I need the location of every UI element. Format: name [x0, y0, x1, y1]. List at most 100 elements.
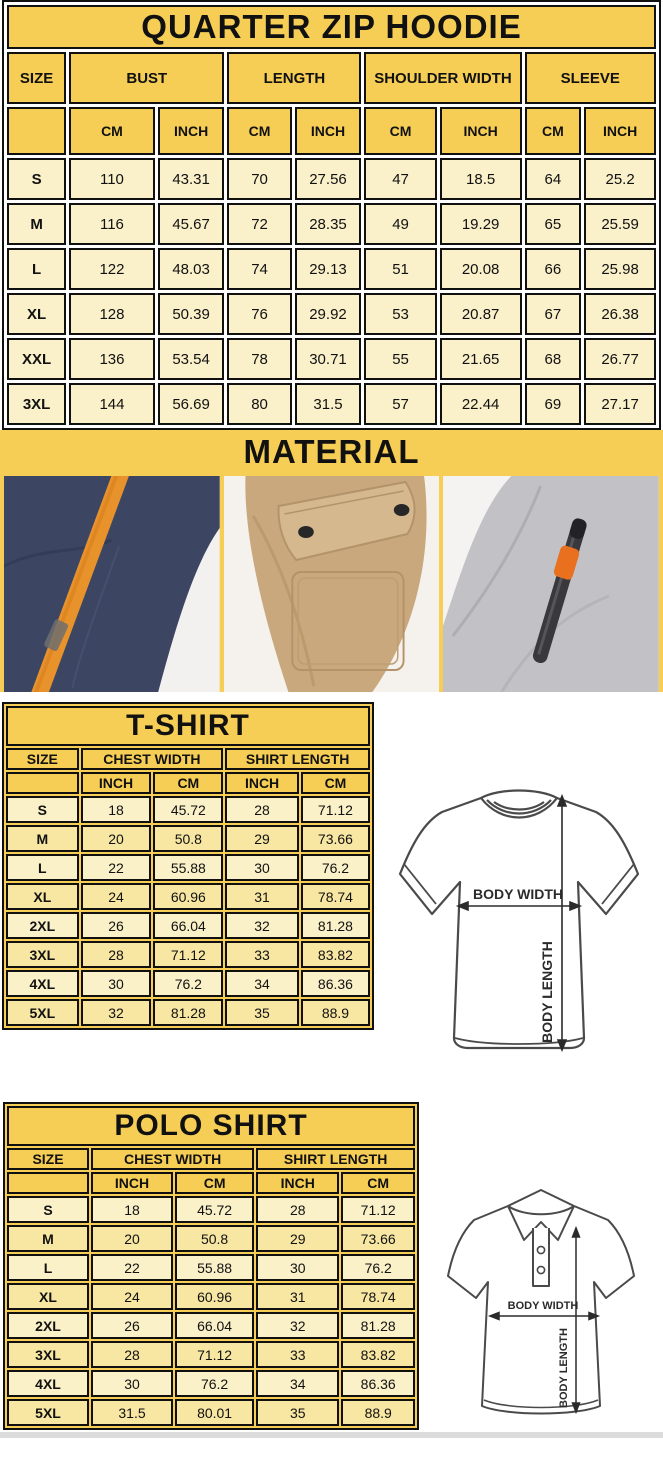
value-cell: 24	[91, 1283, 173, 1310]
collar-seam	[492, 801, 545, 811]
table-title-row: T-SHIRT	[6, 706, 370, 746]
column-group-row: SIZE CHEST WIDTH SHIRT LENGTH	[6, 748, 370, 770]
table-row: XL 24 60.96 31 78.74	[6, 883, 370, 910]
value-cell: 18	[91, 1196, 173, 1223]
value-cell: 22.44	[439, 383, 522, 425]
size-cell: 5XL	[6, 999, 79, 1026]
unit-inch: INCH	[91, 1172, 173, 1194]
value-cell: 24	[80, 883, 152, 910]
unit-inch: INCH	[256, 1172, 340, 1194]
value-cell: 31.5	[91, 1399, 173, 1426]
polo-button	[536, 1265, 546, 1275]
value-cell: 22	[91, 1254, 173, 1281]
table-row: XXL 136 53.54 78 30.71 55 21.65 68 26.77	[7, 338, 656, 380]
tshirt-title: T-SHIRT	[6, 706, 370, 746]
value-cell: 68	[524, 338, 582, 380]
zipper-stop	[570, 518, 587, 539]
hem-seam	[483, 1399, 599, 1409]
value-cell: 30	[225, 854, 299, 881]
unit-cm: CM	[227, 107, 292, 155]
hem-seam	[454, 1037, 583, 1045]
value-cell: 32	[225, 912, 299, 939]
value-cell: 78.74	[300, 883, 370, 910]
fabric-fold-line	[451, 485, 543, 637]
table-row: L 22 55.88 30 76.2	[7, 1254, 415, 1281]
value-cell: 26	[80, 912, 152, 939]
size-cell: 3XL	[7, 1341, 89, 1368]
value-cell: 66.04	[175, 1312, 255, 1339]
table-row: 3XL 28 71.12 33 83.82	[7, 1341, 415, 1368]
value-cell: 78	[227, 338, 292, 380]
body-width-arrow	[455, 900, 582, 912]
col-header-chest-width: CHEST WIDTH	[91, 1148, 255, 1170]
value-cell: 65	[524, 203, 582, 245]
table-row: 3XL 28 71.12 33 83.82	[6, 941, 370, 968]
column-group-row: SIZE BUST LENGTH SHOULDER WIDTH SLEEVE	[7, 52, 656, 104]
table-row: 5XL 31.5 80.01 35 88.9	[7, 1399, 415, 1426]
value-cell: 20.87	[439, 293, 522, 335]
col-header-size: SIZE	[7, 52, 67, 104]
value-cell: 86.36	[341, 1370, 415, 1397]
col-header-shirt-length: SHIRT LENGTH	[225, 748, 370, 770]
value-cell: 35	[225, 999, 299, 1026]
polo-table-box: POLO SHIRT SIZE CHEST WIDTH SHIRT LENGTH…	[0, 1102, 419, 1430]
table-row: L 122 48.03 74 29.13 51 20.08 66 25.98	[7, 248, 656, 290]
value-cell: 45.72	[153, 796, 224, 823]
value-cell: 50.8	[175, 1225, 255, 1252]
size-cell: M	[7, 1225, 89, 1252]
fabric-fold-line	[71, 545, 121, 689]
gray-fabric-photo	[443, 476, 660, 692]
khaki-fabric-photo	[223, 476, 440, 692]
table-row: L 22 55.88 30 76.2	[6, 854, 370, 881]
value-cell: 35	[256, 1399, 340, 1426]
unit-inch: INCH	[225, 772, 299, 794]
value-cell: 29.92	[294, 293, 362, 335]
value-cell: 70	[227, 158, 292, 200]
size-cell: 2XL	[7, 1312, 89, 1339]
value-cell: 45.67	[157, 203, 225, 245]
polo-measurement-diagram: BODY WIDTH BODY LENGTH	[447, 1189, 635, 1415]
value-cell: 28	[256, 1196, 340, 1223]
col-header-sleeve: SLEEVE	[524, 52, 656, 104]
value-cell: 66	[524, 248, 582, 290]
bottom-edge-strip	[0, 1432, 663, 1438]
value-cell: 29	[225, 825, 299, 852]
value-cell: 25.2	[584, 158, 656, 200]
table-row: 5XL 32 81.28 35 88.9	[6, 999, 370, 1026]
size-cell: S	[7, 1196, 89, 1223]
navy-fabric-photo	[4, 476, 220, 692]
unit-cm: CM	[175, 1172, 255, 1194]
value-cell: 18.5	[439, 158, 522, 200]
hoodie-size-chart-table: QUARTER ZIP HOODIE SIZE BUST LENGTH SHOU…	[2, 0, 661, 430]
size-cell: XL	[7, 1283, 89, 1310]
value-cell: 28	[80, 941, 152, 968]
value-cell: 21.65	[439, 338, 522, 380]
value-cell: 30	[256, 1254, 340, 1281]
unit-inch: INCH	[584, 107, 656, 155]
table-row: M 116 45.67 72 28.35 49 19.29 65 25.59	[7, 203, 656, 245]
value-cell: 83.82	[300, 941, 370, 968]
unit-header-row: INCH CM INCH CM	[7, 1172, 415, 1194]
value-cell: 81.28	[153, 999, 224, 1026]
body-length-label: BODY LENGTH	[539, 941, 555, 1043]
value-cell: 76.2	[175, 1370, 255, 1397]
flap-stitch-line	[284, 490, 404, 515]
value-cell: 60.96	[175, 1283, 255, 1310]
pocket-stitch-line	[297, 577, 399, 665]
value-cell: 18	[80, 796, 152, 823]
table-row: S 18 45.72 28 71.12	[7, 1196, 415, 1223]
value-cell: 136	[69, 338, 155, 380]
size-cell: L	[7, 1254, 89, 1281]
value-cell: 88.9	[341, 1399, 415, 1426]
value-cell: 73.66	[300, 825, 370, 852]
table-row: 2XL 26 66.04 32 81.28	[6, 912, 370, 939]
value-cell: 28.35	[294, 203, 362, 245]
collar-band	[507, 1205, 575, 1216]
column-group-row: SIZE CHEST WIDTH SHIRT LENGTH	[7, 1148, 415, 1170]
collar-inner-rib	[485, 799, 552, 815]
value-cell: 144	[69, 383, 155, 425]
hoodie-title: QUARTER ZIP HOODIE	[7, 5, 656, 49]
button-placket	[532, 1228, 550, 1287]
material-photo-gray	[443, 476, 660, 692]
value-cell: 80	[227, 383, 292, 425]
